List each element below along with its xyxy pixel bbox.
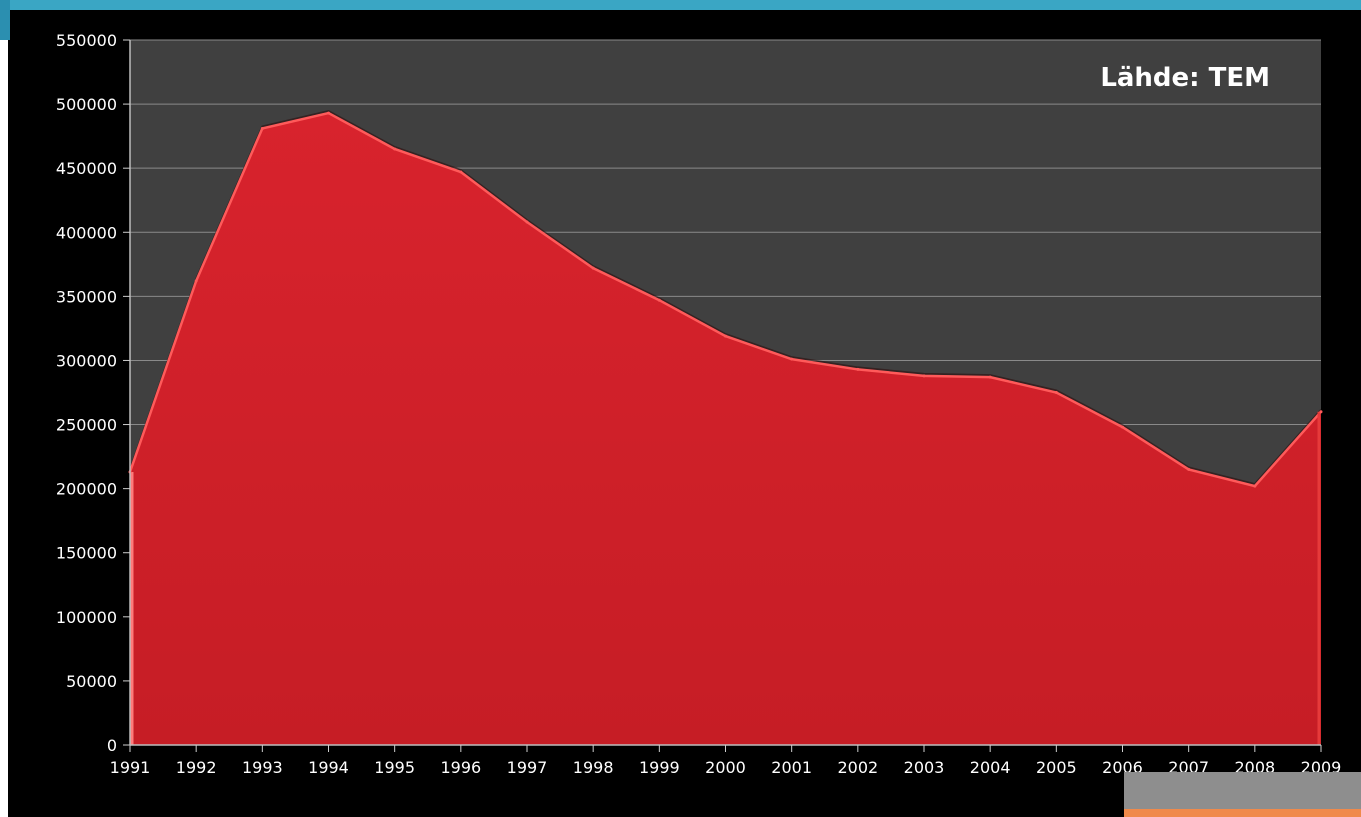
data-point xyxy=(1054,391,1058,394)
area-series xyxy=(128,110,1323,745)
top-accent-strip xyxy=(0,0,1361,10)
data-point xyxy=(1187,467,1191,471)
data-point xyxy=(194,279,198,283)
data-point xyxy=(724,334,727,338)
y-tick-label: 0 xyxy=(107,736,117,755)
x-tick-label: 2003 xyxy=(904,758,945,777)
x-tick-label: 2001 xyxy=(771,758,812,777)
data-point xyxy=(790,357,794,361)
x-tick-label: 1996 xyxy=(440,758,481,777)
x-tick-label: 1995 xyxy=(374,758,415,777)
x-tick-label: 2002 xyxy=(837,758,878,777)
x-tick-label: 2005 xyxy=(1036,758,1077,777)
watermark-grey-bar xyxy=(1124,772,1361,809)
x-tick-label: 2000 xyxy=(705,758,746,777)
y-tick-label: 300000 xyxy=(56,351,117,370)
left-margin-strip xyxy=(0,10,8,817)
y-tick-label: 50000 xyxy=(66,672,117,691)
y-tick-label: 400000 xyxy=(56,223,117,242)
x-tick-label: 1992 xyxy=(176,758,217,777)
data-point xyxy=(591,266,595,270)
data-point xyxy=(260,126,264,130)
y-tick-label: 150000 xyxy=(56,544,117,563)
y-tick-label: 500000 xyxy=(56,95,117,114)
data-point xyxy=(856,367,860,371)
data-point xyxy=(327,111,330,115)
watermark-orange-bar xyxy=(1124,809,1361,817)
x-tick-label: 1997 xyxy=(507,758,548,777)
watermark-badge xyxy=(1124,772,1361,817)
x-tick-label: 1998 xyxy=(573,758,614,777)
area-fill xyxy=(130,113,1321,745)
data-point xyxy=(393,147,397,151)
data-point xyxy=(922,374,926,378)
data-point xyxy=(1121,425,1124,429)
data-point xyxy=(1319,410,1323,414)
data-point xyxy=(988,375,992,379)
x-tick-label: 1991 xyxy=(110,758,151,777)
x-tick-label: 1999 xyxy=(639,758,680,777)
x-tick-label: 1994 xyxy=(308,758,349,777)
y-axis-ticks: 0 50000 100000 150000 200000 250000 300000 3500… xyxy=(56,31,130,755)
y-tick-label: 550000 xyxy=(56,31,117,50)
data-point xyxy=(459,170,463,174)
y-tick-label: 200000 xyxy=(56,480,117,499)
y-tick-label: 450000 xyxy=(56,159,117,178)
source-annotation: Lähde: TEM xyxy=(1100,63,1270,93)
data-point xyxy=(657,298,661,302)
x-tick-label: 2004 xyxy=(970,758,1011,777)
y-tick-label: 250000 xyxy=(56,416,117,435)
data-point xyxy=(525,220,529,224)
data-point xyxy=(1253,484,1257,488)
x-axis-ticks: 1991 1992 1993 1994 1995 1996 1997 1998 1999 2000… xyxy=(110,745,1341,777)
left-accent-block xyxy=(0,0,10,40)
x-tick-label: 1993 xyxy=(242,758,283,777)
y-tick-label: 100000 xyxy=(56,608,117,627)
area-shadow-line xyxy=(129,110,1322,486)
y-tick-label: 350000 xyxy=(56,287,117,306)
